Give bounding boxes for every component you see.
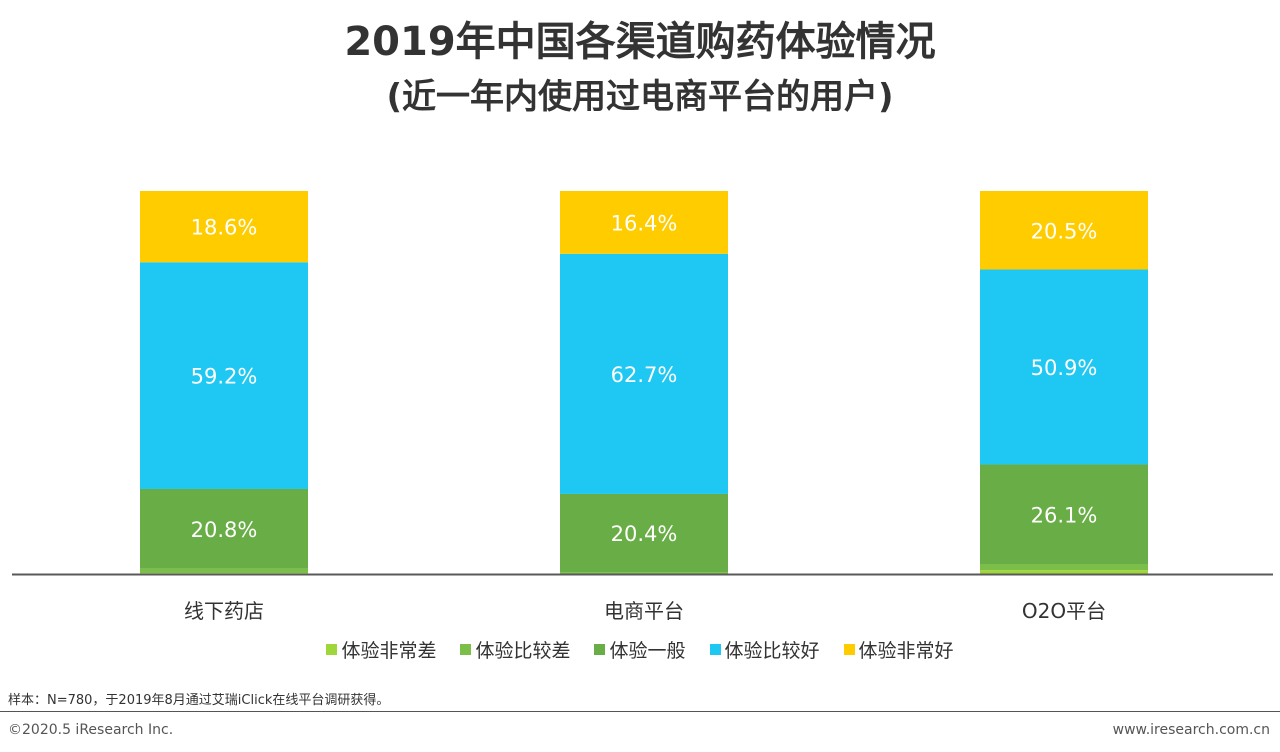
legend-item: 体验比较好 — [709, 636, 820, 663]
stacked-bar-chart: 20.8% 59.2% 18.6% 线下药店 20.4% 62.7% 16.4% 电商平台 26… — [12, 191, 1273, 623]
data-label: 50.9% — [1031, 356, 1098, 380]
data-label: 20.8% — [191, 518, 258, 542]
legend-item: 体验一般 — [594, 636, 686, 663]
bar-segment — [980, 464, 1148, 565]
bar-segment — [140, 191, 308, 263]
bar-segment — [560, 572, 728, 574]
bar-segment — [980, 564, 1148, 571]
category-label: O2O平台 — [1022, 599, 1106, 623]
legend-label: 体验非常差 — [341, 640, 437, 662]
legend-item: 体验非常差 — [326, 636, 436, 663]
category-label: 电商平台 — [604, 599, 684, 623]
data-label: 20.4% — [611, 522, 678, 546]
bar-segment — [560, 253, 728, 494]
legend-swatch — [460, 644, 472, 655]
legend-swatch — [326, 644, 338, 655]
bar-segment — [980, 269, 1148, 465]
bar-segment — [980, 570, 1148, 574]
legend-item: 体验非常好 — [843, 636, 954, 663]
bar-segment — [140, 488, 308, 569]
legend-label: 体验非常好 — [858, 640, 954, 662]
data-label: 16.4% — [611, 211, 678, 235]
data-label: 26.1% — [1031, 503, 1098, 527]
bar-segment — [140, 568, 308, 574]
chart-subtitle: (近一年内使用过电商平台的用户) — [386, 77, 894, 117]
website-link[interactable]: www.iresearch.com.cn — [1112, 722, 1270, 738]
legend-swatch — [709, 644, 721, 655]
legend-item: 体验比较差 — [460, 636, 570, 663]
bar-segment — [140, 262, 308, 489]
data-label: 20.5% — [1031, 219, 1098, 243]
legend-label: 体验一般 — [609, 640, 686, 662]
legend-label: 体验比较好 — [724, 640, 820, 662]
bar-segment — [560, 191, 728, 254]
legend: 体验非常差 体验比较差 体验一般 体验比较好 体验非常好 — [0, 636, 1280, 663]
sample-note: 样本：N=780，于2019年8月通过艾瑞iClick在线平台调研获得。 — [8, 693, 390, 708]
bar-segment — [980, 191, 1148, 270]
copyright: ©2020.5 iResearch Inc. — [8, 722, 174, 738]
bar-segment — [560, 493, 728, 573]
footer-divider — [0, 711, 1280, 712]
legend-swatch — [843, 644, 855, 655]
data-label: 62.7% — [611, 363, 678, 387]
data-label: 18.6% — [191, 216, 258, 240]
chart-title: 2019年中国各渠道购药体验情况 — [344, 19, 936, 65]
category-label: 线下药店 — [184, 599, 264, 623]
legend-swatch — [594, 644, 606, 655]
legend-label: 体验比较差 — [475, 640, 571, 662]
data-label: 59.2% — [191, 365, 258, 389]
